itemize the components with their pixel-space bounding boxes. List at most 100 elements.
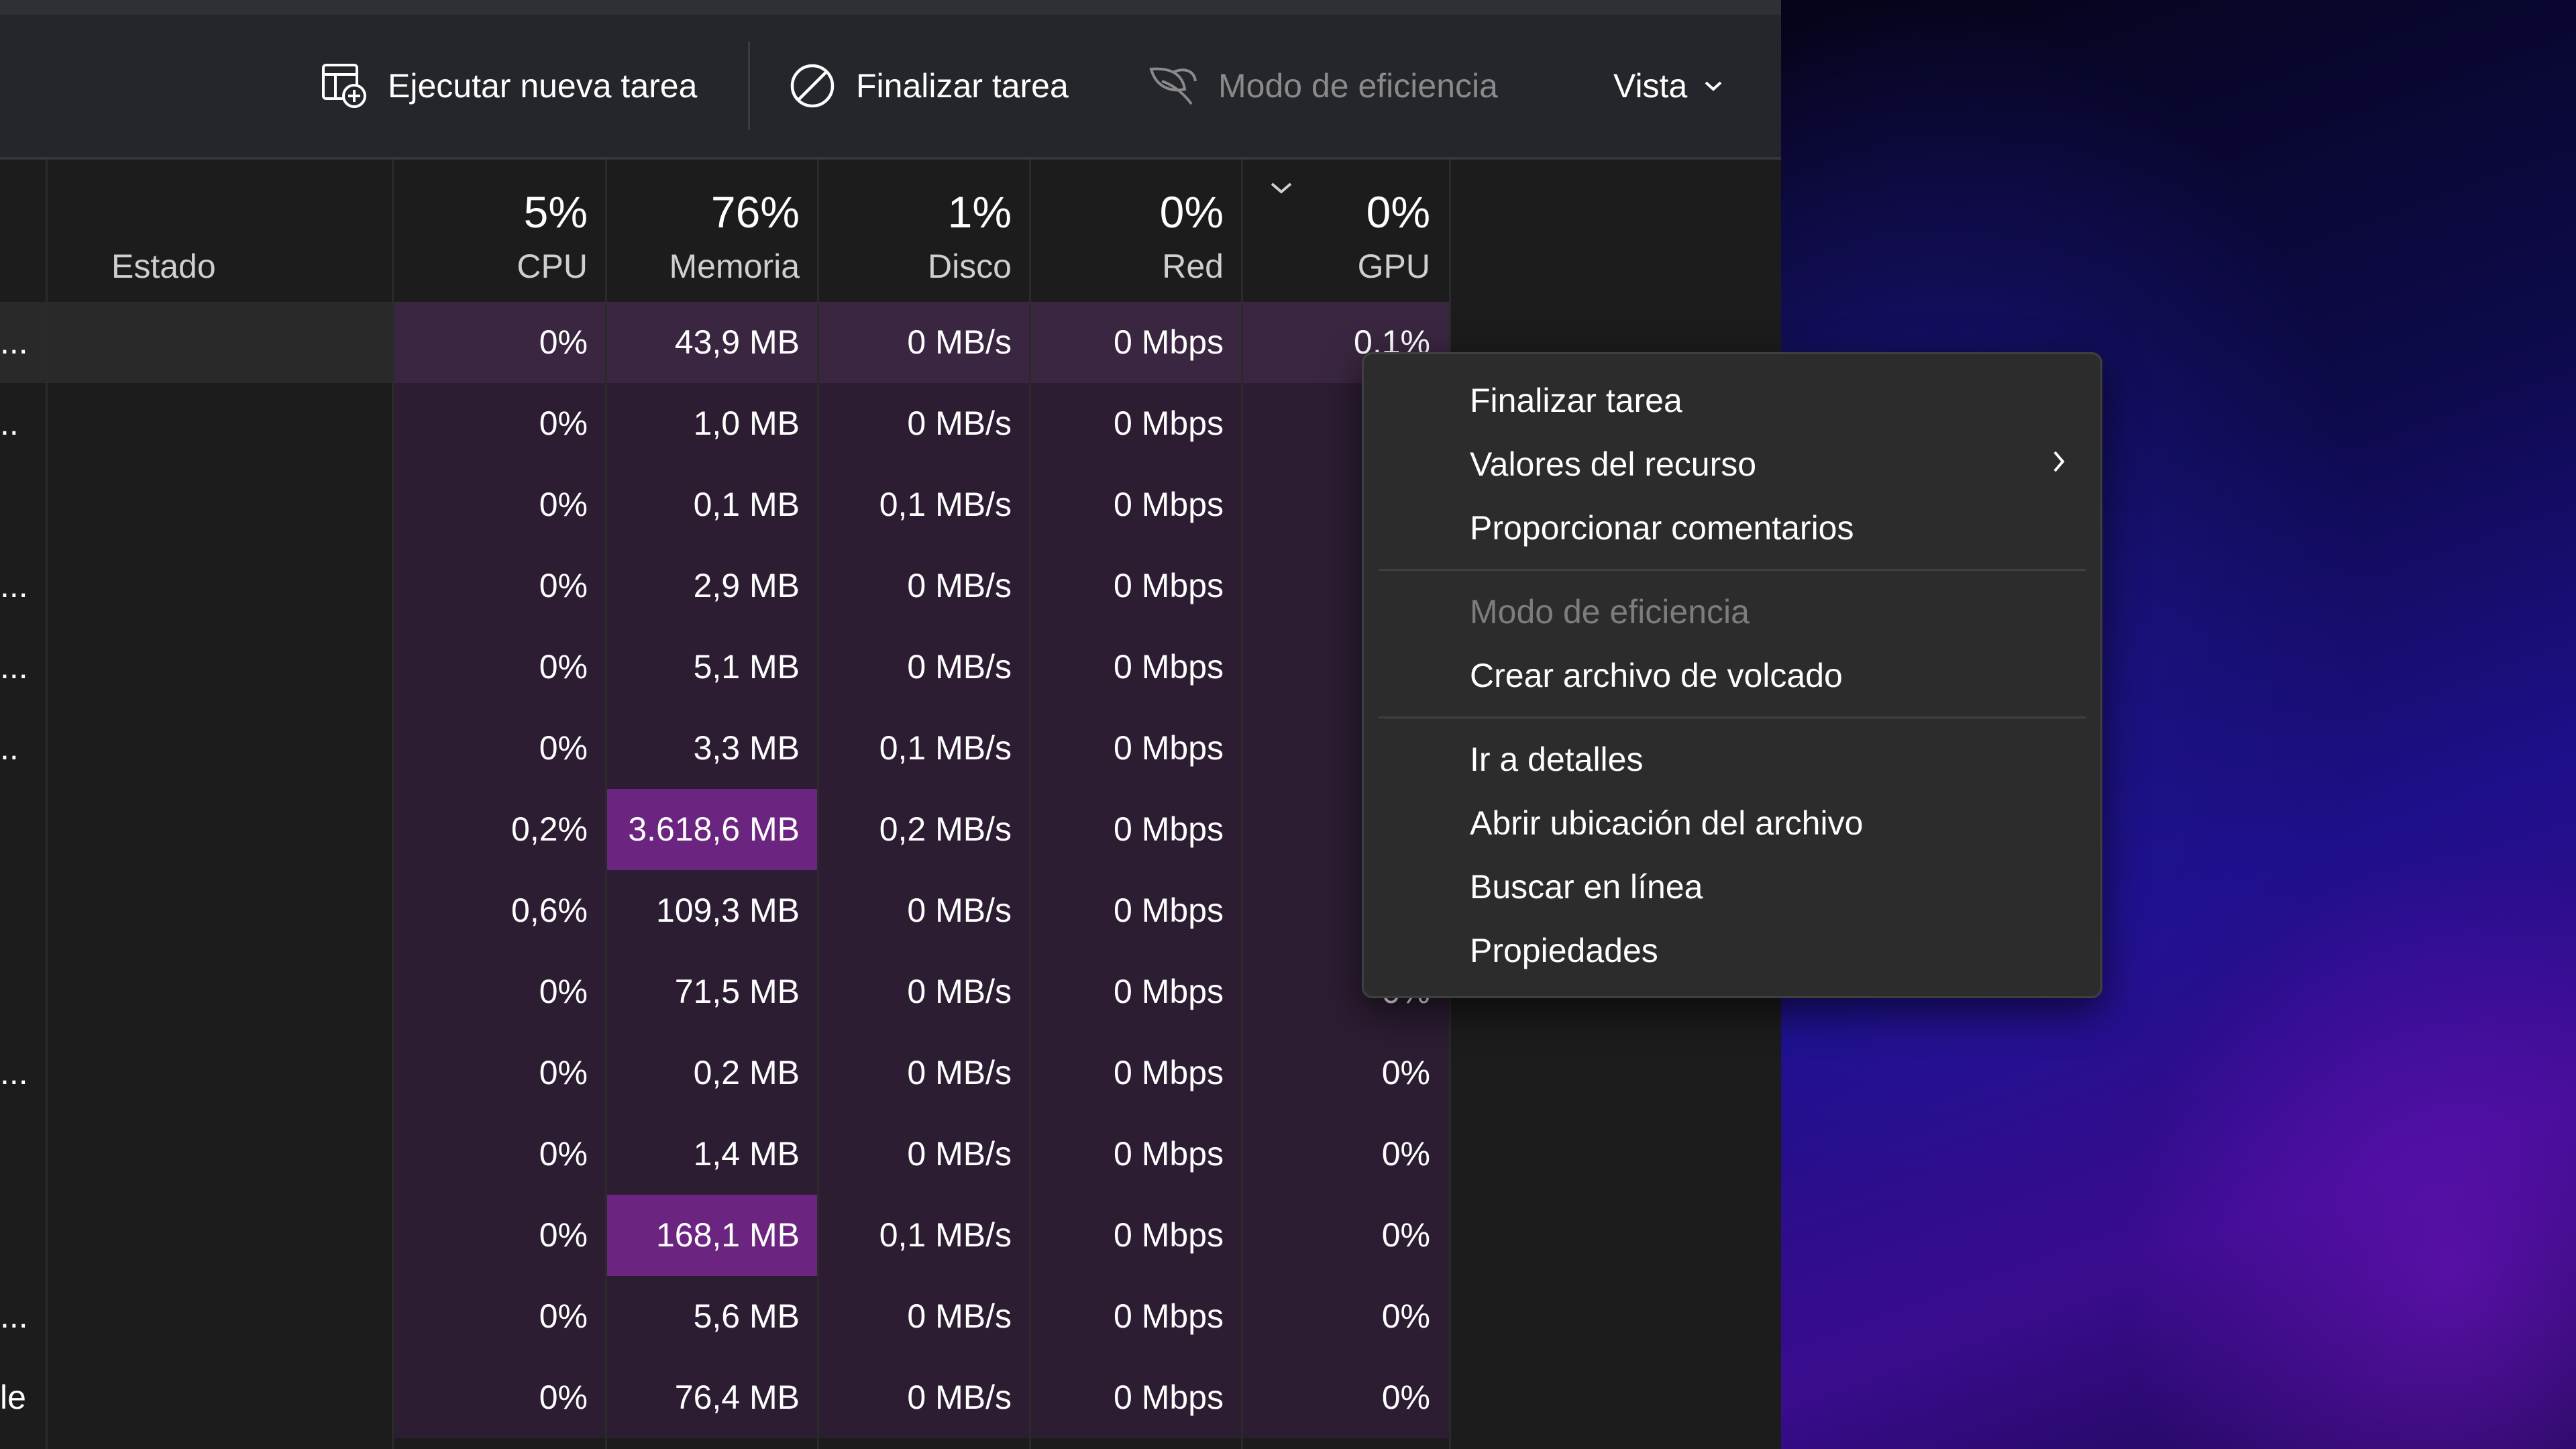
run-new-task-label: Ejecutar nueva tarea bbox=[388, 67, 698, 105]
network-cell: 0 Mbps bbox=[1030, 1357, 1242, 1438]
gpu-cell: 0% bbox=[1242, 1357, 1449, 1438]
table-row[interactable]: .. 0% 1,0 MB 0 MB/s 0 Mbps bbox=[0, 383, 1449, 464]
process-name: ... bbox=[0, 648, 28, 686]
toolbar-divider bbox=[748, 42, 750, 130]
menu-item-efficiency-mode[interactable]: Modo de eficiencia bbox=[1470, 593, 1750, 631]
cpu-cell: 0% bbox=[393, 1032, 606, 1114]
menu-item-go-to-details[interactable]: Ir a detalles bbox=[1470, 741, 1644, 778]
process-name: ... bbox=[0, 323, 28, 361]
memory-cell: 0,2 MB bbox=[606, 1032, 818, 1114]
column-divider bbox=[1029, 160, 1031, 1449]
gpu-cell: 0% bbox=[1242, 1114, 1449, 1195]
network-cell: 0 Mbps bbox=[1030, 1276, 1242, 1357]
column-memory[interactable]: 76% Memoria bbox=[606, 160, 818, 302]
memory-cell: 71,5 MB bbox=[606, 951, 818, 1032]
view-dropdown[interactable]: Vista bbox=[1613, 15, 1723, 157]
network-cell: 0 Mbps bbox=[1030, 1195, 1242, 1276]
table-row[interactable]: ... 0% 43,9 MB 0 MB/s 0 Mbps 0,1% bbox=[0, 302, 1449, 383]
menu-item-search-online[interactable]: Buscar en línea bbox=[1470, 868, 1703, 906]
column-disk[interactable]: 1% Disco bbox=[818, 160, 1030, 302]
column-status[interactable]: Estado bbox=[47, 160, 393, 302]
table-row[interactable]: ... 0% 0,2 MB 0 MB/s 0 Mbps 0% bbox=[0, 1032, 1449, 1114]
cpu-cell: 0,6% bbox=[393, 870, 606, 951]
table-row[interactable]: ... 0% 2,9 MB 0 MB/s 0 Mbps bbox=[0, 545, 1449, 627]
menu-item-properties[interactable]: Propiedades bbox=[1470, 932, 1658, 969]
memory-cell: 0,1 MB bbox=[606, 464, 818, 545]
network-cell: 0 Mbps bbox=[1030, 870, 1242, 951]
process-name: .. bbox=[0, 729, 19, 767]
column-divider bbox=[392, 160, 394, 1449]
status-column-label: Estado bbox=[111, 248, 216, 285]
end-task-button[interactable]: Finalizar tarea bbox=[789, 15, 1069, 157]
cpu-cell: 0% bbox=[393, 383, 606, 464]
table-row[interactable]: le 0% 76,4 MB 0 MB/s 0 Mbps 0% bbox=[0, 1357, 1449, 1438]
network-cell: 0 Mbps bbox=[1030, 951, 1242, 1032]
cpu-cell: 0,2% bbox=[393, 789, 606, 870]
gpu-column-label: GPU bbox=[1357, 248, 1430, 285]
network-cell: 0 Mbps bbox=[1030, 545, 1242, 627]
gpu-total-percent: 0% bbox=[1366, 187, 1430, 237]
memory-total-percent: 76% bbox=[710, 187, 800, 237]
table-row[interactable]: .. 0% 3,3 MB 0,1 MB/s 0 Mbps bbox=[0, 708, 1449, 789]
gpu-cell: 0% bbox=[1242, 1276, 1449, 1357]
table-row[interactable]: 0% 1,4 MB 0 MB/s 0 Mbps 0% bbox=[0, 1114, 1449, 1195]
network-total-percent: 0% bbox=[1159, 187, 1224, 237]
process-name: ... bbox=[0, 567, 28, 604]
sort-chevron-down-icon bbox=[1268, 180, 1295, 199]
table-row[interactable]: ... 0% 5,6 MB 0 MB/s 0 Mbps 0% bbox=[0, 1276, 1449, 1357]
gpu-cell: 0% bbox=[1242, 1032, 1449, 1114]
memory-cell: 2,9 MB bbox=[606, 545, 818, 627]
column-divider bbox=[817, 160, 819, 1449]
run-task-icon bbox=[321, 62, 368, 109]
memory-cell: 76,4 MB bbox=[606, 1357, 818, 1438]
column-gpu[interactable]: 0% GPU bbox=[1242, 160, 1449, 302]
cpu-total-percent: 5% bbox=[523, 187, 588, 237]
network-cell: 0 Mbps bbox=[1030, 708, 1242, 789]
menu-item-resource-values[interactable]: Valores del recurso bbox=[1470, 445, 2060, 484]
memory-column-label: Memoria bbox=[669, 248, 800, 285]
process-name: ... bbox=[0, 1054, 28, 1091]
efficiency-mode-label: Modo de eficiencia bbox=[1218, 67, 1498, 105]
end-task-label: Finalizar tarea bbox=[856, 67, 1069, 105]
table-row[interactable]: 0,6% 109,3 MB 0 MB/s 0 Mbps bbox=[0, 870, 1449, 951]
cpu-cell: 0% bbox=[393, 1357, 606, 1438]
cpu-cell: 0% bbox=[393, 302, 606, 383]
cpu-cell: 0% bbox=[393, 708, 606, 789]
run-new-task-button[interactable]: Ejecutar nueva tarea bbox=[321, 15, 697, 157]
menu-separator bbox=[1379, 569, 2086, 571]
efficiency-mode-button[interactable]: Modo de eficiencia bbox=[1147, 15, 1498, 157]
menu-item-feedback[interactable]: Proporcionar comentarios bbox=[1470, 509, 1854, 547]
memory-cell: 1,0 MB bbox=[606, 383, 818, 464]
menu-separator bbox=[1379, 716, 2086, 718]
chevron-right-icon bbox=[2051, 448, 2067, 478]
table-row[interactable]: 0% 0,1 MB 0,1 MB/s 0 Mbps bbox=[0, 464, 1449, 545]
memory-cell: 43,9 MB bbox=[606, 302, 818, 383]
cpu-cell: 0% bbox=[393, 464, 606, 545]
disk-cell: 0 MB/s bbox=[818, 302, 1030, 383]
network-cell: 0 Mbps bbox=[1030, 1114, 1242, 1195]
disk-cell: 0,1 MB/s bbox=[818, 1195, 1030, 1276]
table-row[interactable]: 0,2% 3.618,6 MB 0,2 MB/s 0 Mbps bbox=[0, 789, 1449, 870]
process-name: ... bbox=[0, 1297, 28, 1335]
menu-item-end-task[interactable]: Finalizar tarea bbox=[1470, 382, 1682, 419]
network-cell: 0 Mbps bbox=[1030, 1032, 1242, 1114]
cpu-column-label: CPU bbox=[517, 248, 588, 285]
cpu-cell: 0% bbox=[393, 951, 606, 1032]
memory-cell: 1,4 MB bbox=[606, 1114, 818, 1195]
disk-cell: 0,2 MB/s bbox=[818, 789, 1030, 870]
disk-cell: 0 MB/s bbox=[818, 627, 1030, 708]
disk-cell: 0 MB/s bbox=[818, 1032, 1030, 1114]
memory-cell: 3,3 MB bbox=[606, 708, 818, 789]
disk-cell: 0 MB/s bbox=[818, 951, 1030, 1032]
menu-item-create-dump[interactable]: Crear archivo de volcado bbox=[1470, 657, 1843, 694]
view-label: Vista bbox=[1613, 67, 1688, 105]
menu-item-open-file-location[interactable]: Abrir ubicación del archivo bbox=[1470, 804, 1864, 842]
disk-cell: 0 MB/s bbox=[818, 383, 1030, 464]
column-network[interactable]: 0% Red bbox=[1030, 160, 1242, 302]
column-cpu[interactable]: 5% CPU bbox=[393, 160, 606, 302]
table-row[interactable]: 0% 168,1 MB 0,1 MB/s 0 Mbps 0% bbox=[0, 1195, 1449, 1276]
cpu-cell: 0% bbox=[393, 1276, 606, 1357]
table-row[interactable]: ... 0% 5,1 MB 0 MB/s 0 Mbps bbox=[0, 627, 1449, 708]
process-name: le bbox=[0, 1379, 26, 1416]
